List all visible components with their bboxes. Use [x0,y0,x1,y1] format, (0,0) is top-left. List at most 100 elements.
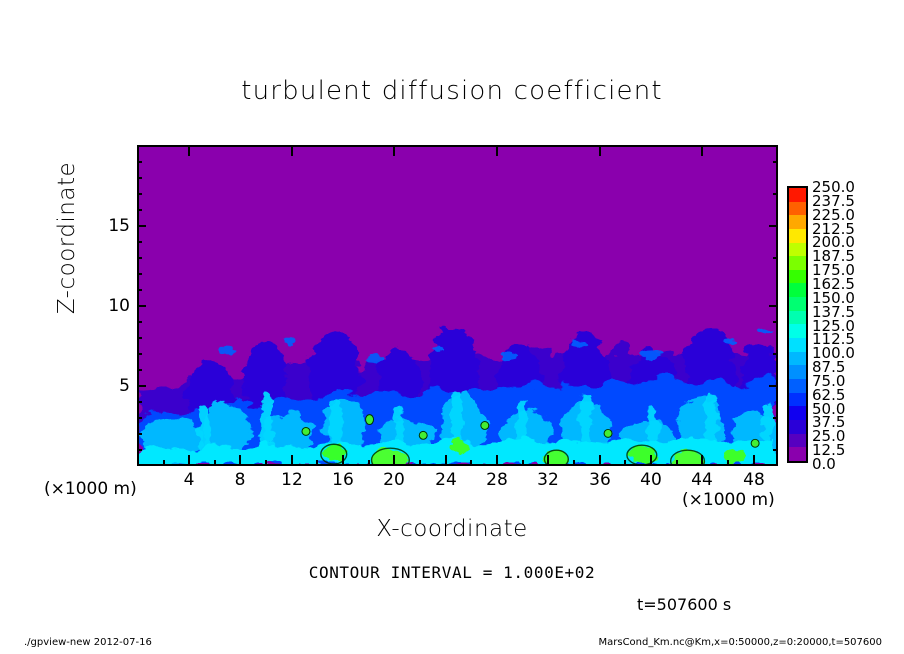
colorbar-segment [789,242,806,257]
y-tick-minor [137,337,142,339]
y-axis-title: Z-coordinate [54,161,80,315]
y-tick-minor [137,401,142,403]
colorbar-tick-label: 87.5 [812,358,846,377]
colorbar-segment [789,256,806,270]
x-tick-minor [214,460,216,466]
x-tick-major [342,455,344,466]
y-tick-label-5: 5 [119,376,130,396]
colorbar-segment [789,324,806,339]
x-tick-major [547,455,549,466]
colorbar-tick-label: 162.5 [812,274,855,293]
x-tick-label-24: 24 [435,470,457,490]
colorbar-tick-label: 187.5 [812,247,855,266]
colorbar-tick-label: 112.5 [812,330,855,349]
y-tick-minor [137,241,142,243]
colorbar-segment [789,297,806,311]
footer-left-label: ./gpview-new 2012-07-16 [24,637,152,648]
colorbar-segment [789,406,806,421]
colorbar-segment [789,433,806,448]
x-tick-major [496,455,498,466]
colorbar-segment [789,201,806,216]
y-tick-major-10 [137,305,146,307]
x-tick-top [188,145,190,156]
colorbar-segment [789,379,806,393]
y-tick-minor [137,369,142,371]
y-tick-minor [137,321,142,323]
turbulence-field [139,147,776,464]
x-tick-label-32: 32 [537,470,559,490]
y-tick-minor [137,433,142,435]
x-tick-label-20: 20 [383,470,405,490]
y-tick-minor [137,257,142,259]
y-tick-right [769,225,778,227]
y-tick-right [773,417,778,419]
colorbar-tick-label: 12.5 [812,441,846,460]
x-tick-minor [316,460,318,466]
y-tick-right [769,385,778,387]
y-tick-minor [137,449,142,451]
y-tick-minor [137,177,142,179]
plot-area [137,145,778,466]
x-tick-label-40: 40 [640,470,662,490]
y-tick-major-5 [137,385,146,387]
colorbar-tick-label: 75.0 [812,371,846,390]
colorbar-segment [789,447,806,461]
colorbar-segment [789,283,806,298]
y-tick-label-15: 15 [108,216,130,236]
colorbar-tick-label: 175.0 [812,261,855,280]
colorbar-segment [789,420,806,434]
colorbar-segment [789,269,806,284]
x-tick-label-44: 44 [691,470,713,490]
x-tick-major [599,455,601,466]
x-tick-major [393,455,395,466]
y-tick-minor [137,353,142,355]
x-tick-top [701,145,703,156]
colorbar-tick-label: 250.0 [812,178,855,196]
colorbar-segment [789,310,806,325]
colorbar-tick-label: 212.5 [812,219,855,238]
x-axis-unit-label: (×1000 m) [682,490,775,510]
x-axis-title: X-coordinate [376,516,528,542]
y-tick-minor [137,161,142,163]
x-tick-label-16: 16 [332,470,354,490]
colorbar-segment [789,187,806,202]
colorbar-segment [789,215,806,229]
y-tick-right [773,257,778,259]
x-tick-minor [522,460,524,466]
x-tick-minor [676,460,678,466]
x-tick-top [496,145,498,156]
x-tick-minor [163,460,165,466]
footer-right-label: MarsCond_Km.nc@Km,x=0:50000,z=0:20000,t=… [598,637,883,648]
x-tick-minor [470,460,472,466]
time-label: t=507600 s [637,595,732,614]
x-tick-label-36: 36 [589,470,611,490]
x-tick-label-28: 28 [486,470,508,490]
colorbar-segment [789,392,806,407]
x-tick-minor [419,460,421,466]
x-tick-minor [624,460,626,466]
y-tick-right [773,193,778,195]
y-tick-major-15 [137,225,146,227]
x-tick-label-4: 4 [183,470,195,490]
y-tick-right [773,449,778,451]
x-tick-label-48: 48 [743,470,765,490]
contour-interval-label: CONTOUR INTERVAL = 1.000E+02 [308,563,596,582]
colorbar-tick-label: 50.0 [812,399,846,418]
colorbar-labels: 250.0 237.5 225.0 212.5 200.0 187.5 175.0 162.5… [812,178,900,472]
colorbar-tick-label: 25.0 [812,427,846,446]
y-tick-right [773,161,778,163]
colorbar [787,186,808,463]
x-tick-major [188,455,190,466]
colorbar-segment [789,228,806,243]
x-tick-major [701,455,703,466]
y-tick-minor [137,193,142,195]
colorbar-tick-label: 62.5 [812,385,846,404]
x-tick-label-8: 8 [234,470,246,490]
colorbar-segment [789,365,806,380]
colorbar-tick-label: 37.5 [812,413,846,432]
y-tick-label-10: 10 [108,296,130,316]
x-tick-major [445,455,447,466]
colorbar-tick-label: 150.0 [812,288,855,307]
y-tick-right [773,353,778,355]
